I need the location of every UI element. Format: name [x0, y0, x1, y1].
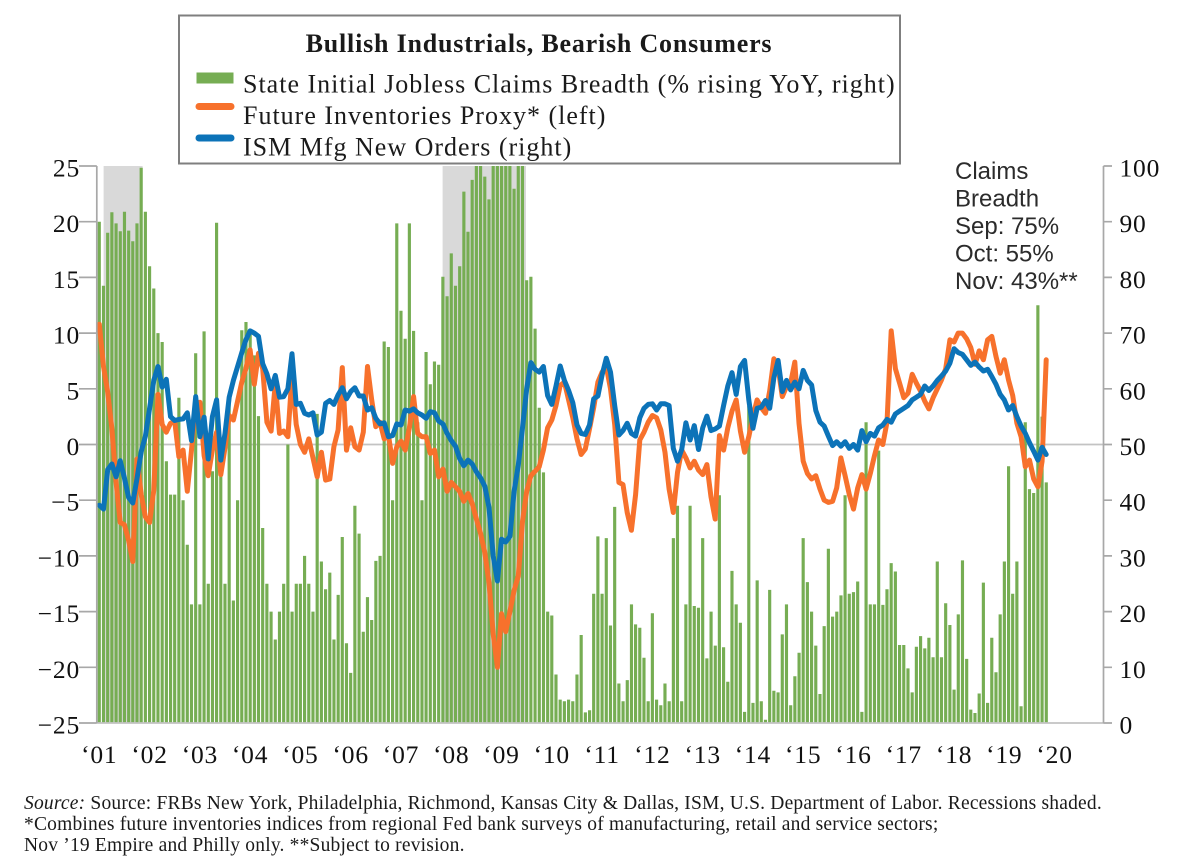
svg-text:90: 90	[1120, 209, 1147, 238]
svg-text:50: 50	[1120, 432, 1147, 461]
svg-text:‘11: ‘11	[584, 740, 619, 769]
svg-text:15: 15	[53, 265, 80, 294]
svg-text:*Combines future inventories i: *Combines future inventories indices fro…	[24, 814, 938, 835]
svg-text:Oct: 55%: Oct: 55%	[955, 241, 1054, 268]
svg-text:‘17: ‘17	[886, 740, 922, 769]
svg-text:0: 0	[1120, 711, 1134, 740]
svg-text:−15: −15	[38, 599, 80, 628]
svg-text:70: 70	[1120, 321, 1147, 350]
svg-text:Nov ’19 Empire and Philly only: Nov ’19 Empire and Philly only. **Subjec…	[24, 835, 465, 856]
svg-text:60: 60	[1120, 376, 1147, 405]
svg-text:−20: −20	[38, 655, 80, 684]
svg-text:‘16: ‘16	[835, 740, 871, 769]
svg-text:40: 40	[1120, 488, 1147, 517]
svg-text:−25: −25	[38, 711, 80, 740]
svg-text:10: 10	[53, 321, 80, 350]
svg-text:‘02: ‘02	[131, 740, 167, 769]
svg-text:20: 20	[53, 209, 80, 238]
svg-text:80: 80	[1120, 265, 1147, 294]
svg-text:−5: −5	[51, 488, 80, 517]
svg-text:‘12: ‘12	[634, 740, 670, 769]
svg-text:Breadth: Breadth	[955, 186, 1039, 213]
svg-text:10: 10	[1120, 655, 1147, 684]
svg-text:20: 20	[1120, 599, 1147, 628]
svg-text:5: 5	[66, 376, 80, 405]
svg-text:Claims: Claims	[955, 158, 1028, 185]
svg-text:ISM Mfg New Orders (right): ISM Mfg New Orders (right)	[243, 133, 572, 162]
svg-text:‘15: ‘15	[785, 740, 821, 769]
svg-text:‘09: ‘09	[483, 740, 519, 769]
svg-text:State Initial Jobless Claims B: State Initial Jobless Claims Breadth (% …	[243, 70, 896, 99]
svg-text:‘10: ‘10	[534, 740, 570, 769]
svg-text:Source: Source: FRBs New York: Source: Source: FRBs New York, Philadelp…	[24, 793, 1102, 814]
svg-text:‘19: ‘19	[986, 740, 1022, 769]
svg-text:‘14: ‘14	[735, 740, 771, 769]
svg-text:25: 25	[53, 154, 80, 183]
svg-text:‘20: ‘20	[1036, 740, 1072, 769]
svg-text:0: 0	[66, 432, 80, 461]
svg-text:30: 30	[1120, 543, 1147, 572]
svg-text:‘06: ‘06	[332, 740, 368, 769]
svg-text:Bullish Industrials, Bearish C: Bullish Industrials, Bearish Consumers	[306, 29, 773, 58]
svg-text:‘18: ‘18	[936, 740, 972, 769]
svg-text:Sep: 75%: Sep: 75%	[955, 213, 1059, 240]
svg-text:Nov: 43%**: Nov: 43%**	[955, 268, 1078, 295]
svg-text:100: 100	[1120, 154, 1161, 183]
svg-text:Future Inventories Proxy* (lef: Future Inventories Proxy* (left)	[243, 101, 606, 130]
svg-text:‘04: ‘04	[232, 740, 268, 769]
svg-text:‘01: ‘01	[81, 740, 117, 769]
svg-text:‘08: ‘08	[433, 740, 469, 769]
svg-text:‘07: ‘07	[383, 740, 419, 769]
svg-text:−10: −10	[38, 543, 80, 572]
svg-text:‘03: ‘03	[182, 740, 218, 769]
svg-text:‘13: ‘13	[684, 740, 720, 769]
svg-text:‘05: ‘05	[282, 740, 318, 769]
